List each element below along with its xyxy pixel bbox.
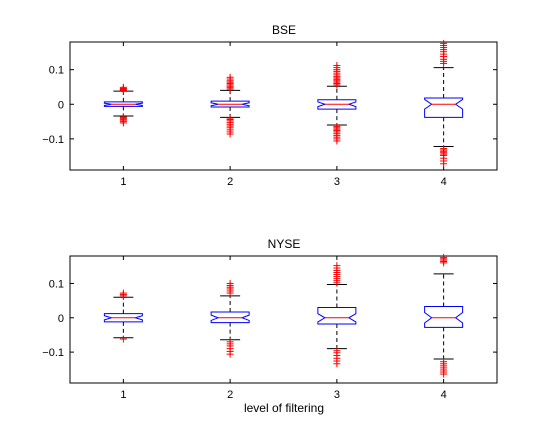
bse-box-4	[424, 39, 464, 168]
nyse-panel: NYSE −0.1 0 0.1 1 2 3 4	[42, 237, 498, 401]
bse-panel: BSE −0.1 0 0.1 1 2 3 4	[42, 23, 498, 188]
nyse-ytick-label: −0.1	[42, 347, 64, 359]
bse-box-3	[317, 62, 357, 145]
notched-box	[210, 311, 250, 324]
outlier-marker	[440, 160, 448, 168]
x-axis-label: level of filtering	[244, 401, 324, 415]
outlier-marker	[226, 73, 234, 81]
notched-box	[210, 100, 250, 108]
bse-xtick-label: 3	[334, 176, 340, 188]
nyse-box-2	[210, 279, 250, 358]
outlier-marker	[119, 119, 127, 127]
nyse-axes-frame	[69, 255, 498, 384]
nyse-xtick-label: 1	[120, 389, 126, 401]
outlier-marker	[119, 83, 127, 91]
outlier-marker	[440, 39, 448, 47]
bse-box-1	[103, 83, 143, 127]
nyse-xtick-label: 3	[334, 389, 340, 401]
outlier-marker	[226, 350, 234, 358]
outlier-marker	[119, 335, 127, 343]
outlier-marker	[333, 360, 341, 368]
nyse-ytick-label: 0.1	[49, 278, 64, 290]
bse-xtick-label: 4	[441, 176, 447, 188]
notched-box	[424, 305, 464, 328]
nyse-box-1	[103, 289, 143, 343]
notched-box	[317, 99, 357, 110]
outlier-marker	[333, 137, 341, 145]
notched-box	[317, 306, 357, 325]
bse-title: BSE	[272, 23, 296, 37]
nyse-ytick-label: 0	[58, 313, 64, 325]
notched-box	[103, 101, 143, 107]
outlier-marker	[440, 253, 448, 261]
bse-ytick-label: −0.1	[42, 134, 64, 146]
nyse-box-4	[424, 253, 464, 378]
bse-box-2	[210, 73, 250, 138]
bse-ytick-label: 0.1	[49, 65, 64, 77]
nyse-xtick-label: 4	[441, 389, 447, 401]
outlier-marker	[226, 279, 234, 287]
bse-xtick-label: 2	[227, 176, 233, 188]
nyse-title: NYSE	[268, 237, 301, 251]
outlier-marker	[119, 289, 127, 297]
bse-ytick-label: 0	[58, 99, 64, 111]
notched-box	[103, 313, 143, 323]
nyse-xtick-label: 2	[227, 389, 233, 401]
bse-axes-frame	[69, 41, 498, 171]
notched-box	[424, 97, 464, 118]
nyse-box-3	[317, 262, 357, 368]
bse-xtick-label: 1	[120, 176, 126, 188]
outlier-marker	[226, 130, 234, 138]
outlier-marker	[333, 262, 341, 270]
outlier-marker	[333, 62, 341, 70]
outlier-marker	[440, 370, 448, 378]
